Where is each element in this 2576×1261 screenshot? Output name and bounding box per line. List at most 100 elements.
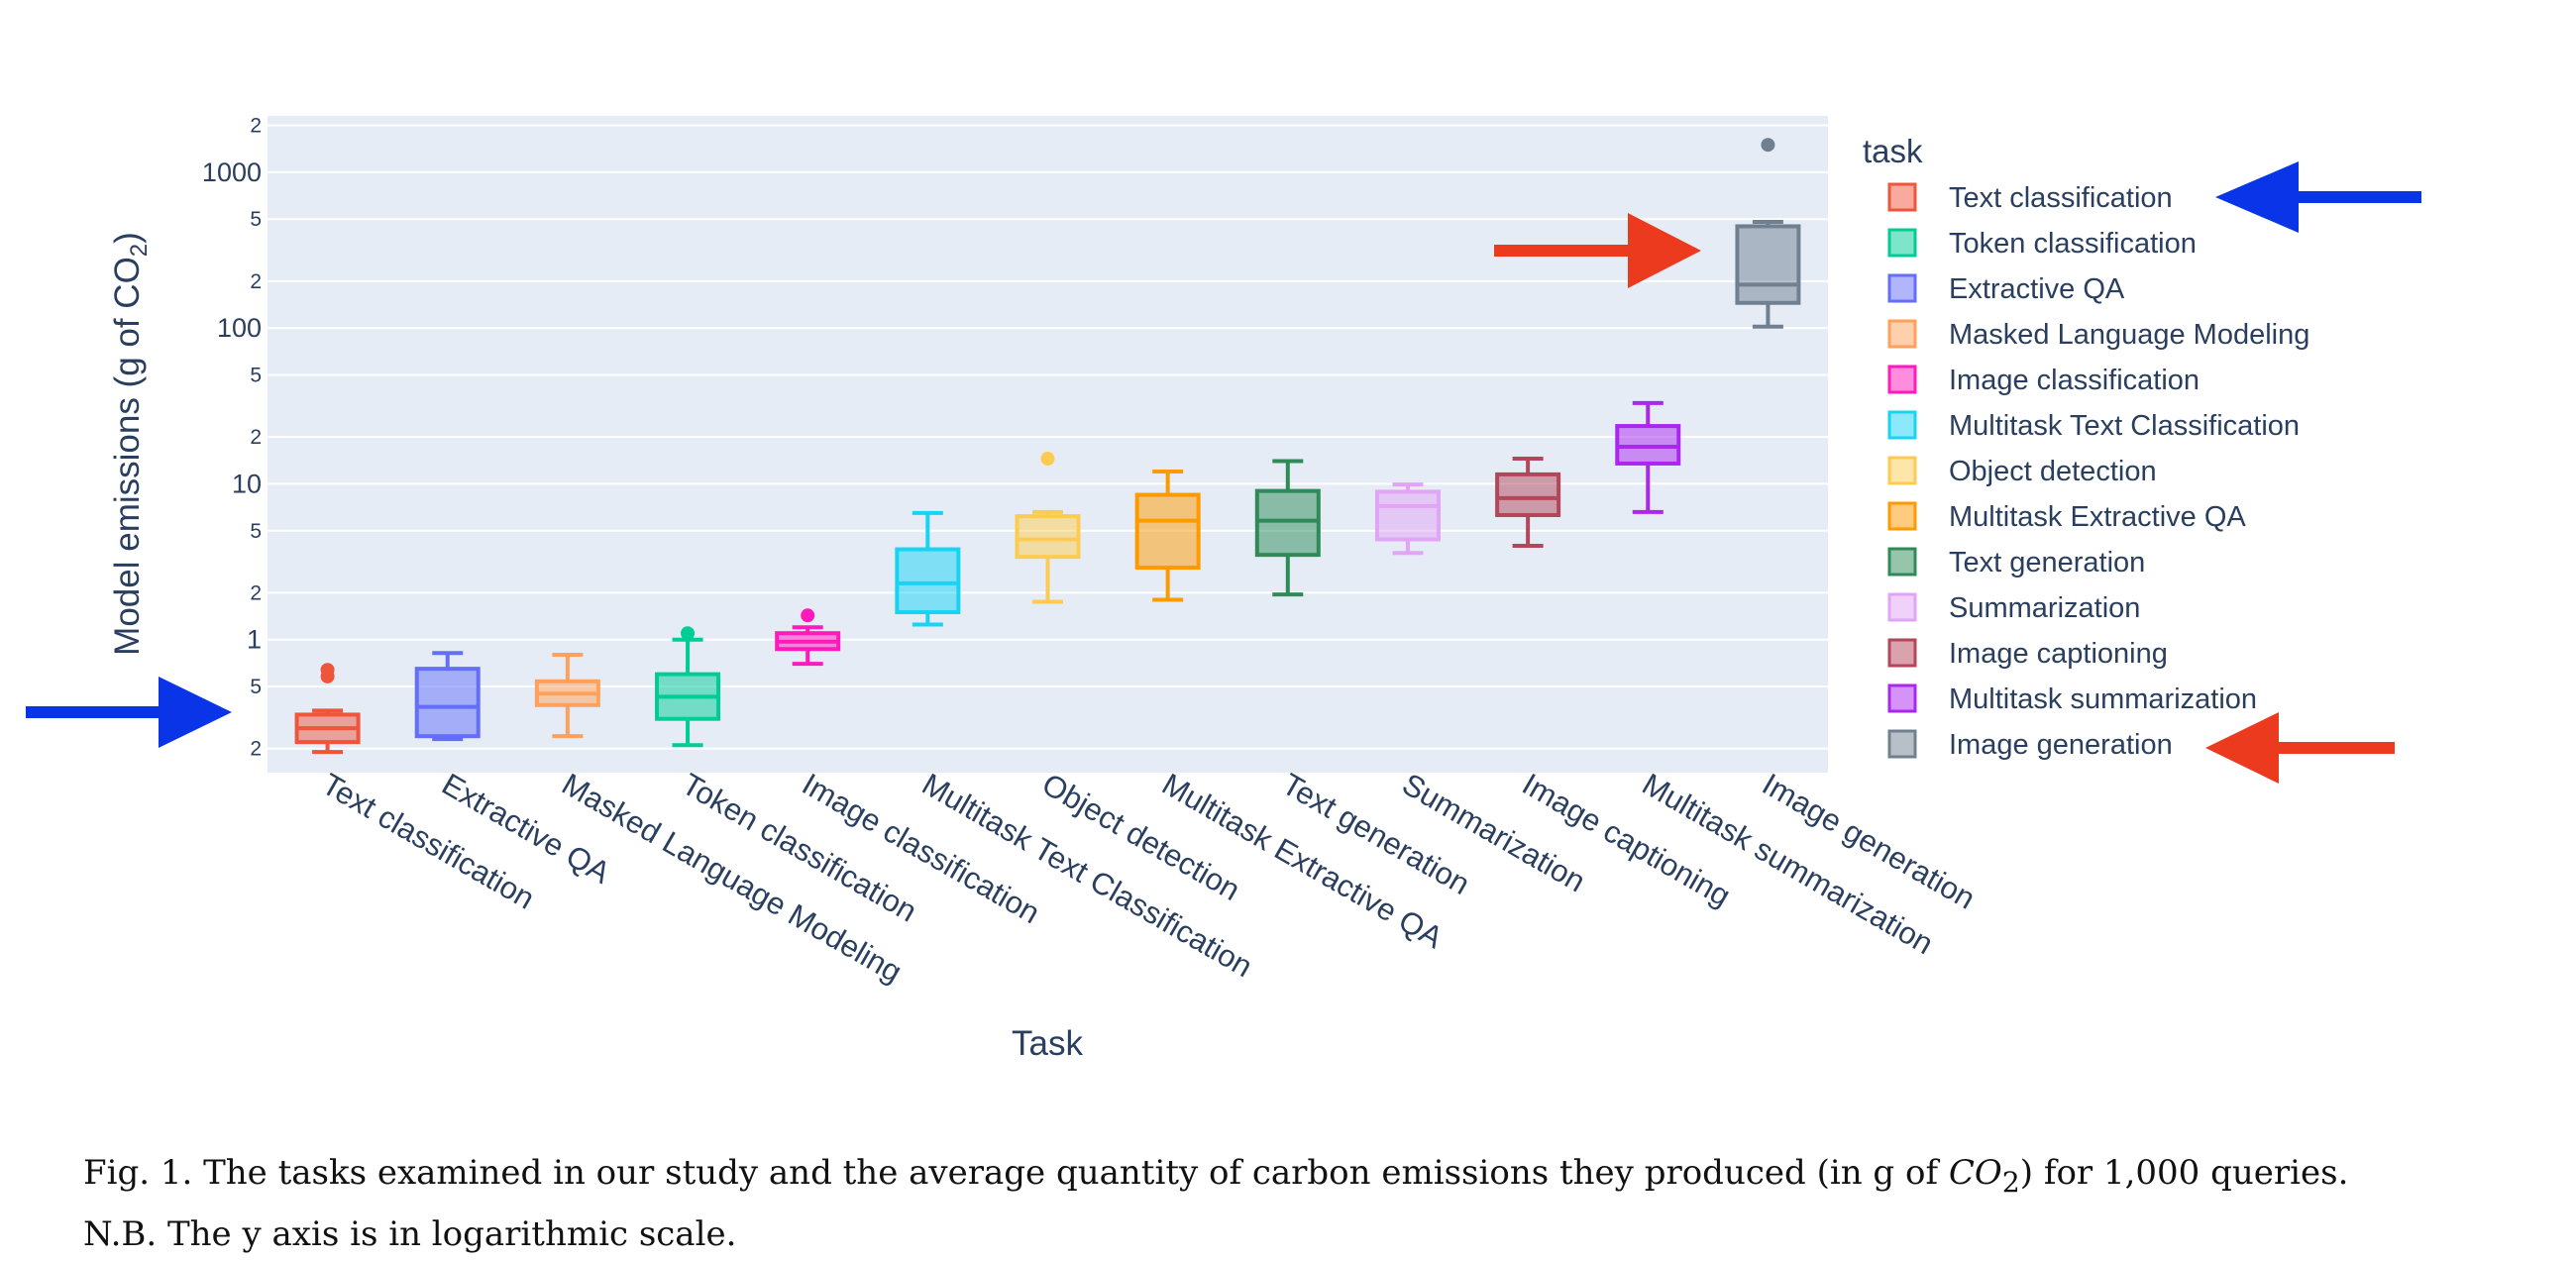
x-tick-label: Text classification (316, 767, 540, 916)
box-iqr (1495, 472, 1561, 517)
box-image-generation[interactable] (1735, 138, 1801, 329)
legend-swatch (1887, 592, 1917, 622)
legend-label: Image generation (1949, 729, 2173, 761)
box-text-classification[interactable] (294, 663, 361, 755)
legend-item-masked-language-modeling[interactable]: Masked Language Modeling (1887, 319, 2309, 351)
legend-item-image-captioning[interactable]: Image captioning (1887, 638, 2168, 670)
y-tick-label: 1 (247, 625, 262, 655)
y-axis-title-main: Model emissions (g of CO (108, 257, 147, 656)
legend-item-multitask-summarization[interactable]: Multitask summarization (1887, 683, 2257, 715)
legend-swatch (1887, 456, 1917, 485)
legend-item-token-classification[interactable]: Token classification (1887, 228, 2197, 260)
y-tick-label: 5 (250, 208, 262, 231)
y-tick-label: 2 (250, 115, 262, 138)
caption-subscript: 2 (2001, 1165, 2020, 1199)
box-iqr (1254, 488, 1321, 558)
blue-arrow-text-classification-legend (2215, 161, 2421, 233)
box-extractive-qa[interactable] (414, 651, 481, 742)
legend-item-image-classification[interactable]: Image classification (1887, 365, 2200, 396)
legend-label: Text classification (1949, 182, 2173, 214)
y-tick-labels: 2 5 1 2 5 10 2 5 100 2 5 1000 2 (202, 115, 262, 761)
legend-label: Extractive QA (1949, 273, 2125, 305)
box-token-classification[interactable] (655, 626, 721, 748)
legend-label: Image classification (1949, 365, 2200, 396)
legend-label: Multitask Text Classification (1949, 410, 2300, 442)
caption-line-2: N.B. The y axis is in logarithmic scale. (83, 1213, 737, 1254)
caption-text-a: Fig. 1. The tasks examined in our study … (83, 1153, 1949, 1193)
blue-arrow-text-classification-box (26, 677, 232, 748)
legend-label: Masked Language Modeling (1949, 319, 2309, 351)
legend-item-object-detection[interactable]: Object detection (1887, 456, 2157, 487)
box-multitask-text-classification[interactable] (895, 510, 961, 627)
y-tick-label: 100 (217, 313, 262, 343)
y-axis-title: Model emissions (g of CO2) (108, 232, 153, 656)
box-masked-language-modeling[interactable] (534, 652, 600, 739)
y-axis-title-close: ) (108, 232, 147, 244)
legend-item-text-classification[interactable]: Text classification (1887, 182, 2173, 214)
y-tick-label: 2 (250, 581, 262, 604)
red-arrow-image-generation-legend (2205, 712, 2395, 784)
y-tick-label: 5 (250, 676, 262, 698)
box-series (294, 138, 1801, 755)
legend-label: Object detection (1949, 456, 2157, 487)
legend-item-multitask-extractive-qa[interactable]: Multitask Extractive QA (1887, 501, 2246, 533)
y-axis-title-subscript: 2 (126, 244, 153, 257)
legend-swatch (1887, 729, 1917, 759)
box-iqr (1015, 514, 1081, 560)
outlier-point (320, 663, 335, 678)
legend-swatch (1887, 501, 1917, 531)
box-image-classification[interactable] (775, 608, 841, 667)
legend[interactable]: Text classification Token classification E… (1887, 182, 2309, 761)
legend-swatch (1887, 638, 1917, 668)
legend-item-multitask-text-classification[interactable]: Multitask Text Classification (1887, 410, 2300, 442)
caption-text-b: ) for 1,000 queries. (2019, 1153, 2349, 1193)
box-iqr (414, 667, 481, 739)
legend-title: task (1863, 133, 1923, 169)
legend-item-summarization[interactable]: Summarization (1887, 592, 2140, 624)
y-tick-label: 1000 (202, 158, 262, 187)
box-iqr (1134, 492, 1201, 570)
legend-swatch (1887, 410, 1917, 440)
caption-co: CO (1948, 1153, 2002, 1193)
box-image-captioning[interactable] (1495, 457, 1561, 549)
legend-label: Multitask Extractive QA (1949, 501, 2246, 533)
legend-swatch (1887, 365, 1917, 394)
legend-label: Text generation (1949, 547, 2145, 578)
legend-swatch (1887, 228, 1917, 258)
y-tick-label: 2 (250, 426, 262, 449)
box-iqr (895, 547, 961, 615)
figure-caption: Fig. 1. The tasks examined in our study … (83, 1147, 2540, 1261)
legend-label: Token classification (1949, 228, 2197, 260)
legend-label: Multitask summarization (1949, 683, 2257, 715)
y-tick-label: 2 (250, 270, 262, 293)
x-axis-title: Task (1012, 1024, 1083, 1063)
outlier-point (1761, 138, 1775, 153)
legend-swatch (1887, 273, 1917, 303)
box-text-generation[interactable] (1254, 459, 1321, 597)
legend-swatch (1887, 182, 1917, 212)
legend-swatch (1887, 683, 1917, 713)
box-multitask-summarization[interactable] (1615, 400, 1681, 514)
y-tick-label: 10 (232, 469, 262, 498)
box-summarization[interactable] (1374, 482, 1441, 556)
box-iqr (1374, 489, 1441, 542)
y-tick-label: 5 (250, 520, 262, 543)
outlier-point (801, 608, 815, 623)
legend-item-extractive-qa[interactable]: Extractive QA (1887, 273, 2125, 305)
legend-item-image-generation[interactable]: Image generation (1887, 729, 2173, 761)
outlier-point (681, 626, 696, 641)
legend-swatch (1887, 319, 1917, 349)
y-tick-label: 5 (250, 365, 262, 387)
y-tick-label: 2 (250, 738, 262, 761)
x-tick-label: Image captioning (1517, 767, 1737, 913)
legend-label: Summarization (1949, 592, 2140, 624)
box-multitask-extractive-qa[interactable] (1134, 469, 1201, 602)
legend-item-text-generation[interactable]: Text generation (1887, 547, 2145, 578)
legend-swatch (1887, 547, 1917, 577)
box-object-detection[interactable] (1015, 452, 1081, 604)
outlier-point (1040, 452, 1055, 467)
box-iqr (1735, 224, 1801, 305)
caption-line-1: Fig. 1. The tasks examined in our study … (83, 1147, 2540, 1208)
legend-label: Image captioning (1949, 638, 2168, 670)
